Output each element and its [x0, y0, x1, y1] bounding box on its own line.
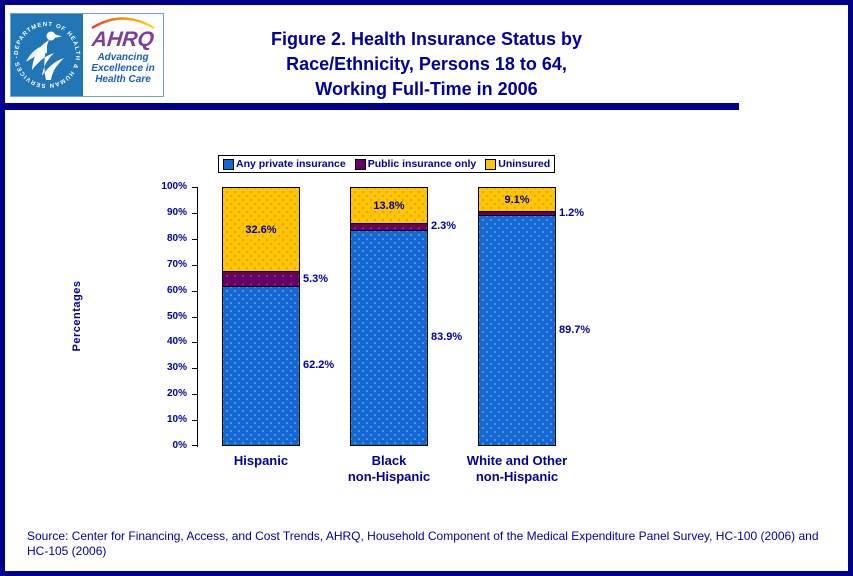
legend-item: Uninsured	[485, 158, 550, 170]
legend-swatch	[485, 158, 497, 170]
bar-segment	[351, 230, 427, 445]
data-label: 83.9%	[431, 331, 463, 344]
y-axis-tick-label: 100%	[161, 181, 187, 192]
bar-segment: 9.1%	[479, 188, 555, 212]
y-axis-tick-label: 90%	[166, 207, 187, 218]
stacked-bar: 32.6% 5.3% 62.2%	[222, 187, 334, 446]
source-note: Source: Center for Financing, Access, an…	[27, 529, 839, 559]
bar-segment	[223, 285, 299, 445]
y-axis-tick-label: 60%	[166, 285, 187, 296]
data-label: 5.3%	[303, 272, 329, 285]
y-axis-tick	[192, 342, 197, 343]
y-axis-tick	[192, 213, 197, 214]
y-axis-tick-label: 40%	[166, 336, 187, 347]
y-axis-tick-label: 0%	[172, 440, 187, 451]
ahrq-tagline: Advancing Excellence in Health Care	[91, 52, 154, 85]
legend-item: Public insurance only	[354, 158, 477, 170]
legend-label: Public insurance only	[367, 158, 477, 170]
hhs-logo: DEPARTMENT OF HEALTH & HUMAN SERVICES - …	[11, 14, 83, 96]
legend-swatch	[354, 158, 366, 170]
y-axis-tick	[192, 394, 197, 395]
data-label: 32.6%	[245, 223, 277, 236]
stacked-bar: 13.8% 2.3% 83.9%	[350, 187, 462, 446]
category-label: White and Other non-Hispanic	[466, 453, 568, 484]
bar-segment	[223, 271, 299, 286]
y-axis-title: Percentages	[71, 280, 83, 352]
data-label: 62.2%	[303, 359, 335, 372]
data-label: 2.3%	[431, 220, 457, 233]
data-label: 13.8%	[373, 199, 405, 212]
plot-area: 0% 10% 20% 30% 40% 50% 60% 70% 80% 90% 100% 32.6% 5.…	[161, 181, 617, 484]
y-axis-tick	[192, 445, 197, 446]
hhs-ahrq-logo: DEPARTMENT OF HEALTH & HUMAN SERVICES - …	[10, 13, 164, 97]
y-axis-tick	[192, 368, 197, 369]
data-label: 9.1%	[504, 193, 530, 206]
category-label: Hispanic	[233, 453, 289, 468]
data-label: 1.2%	[559, 206, 585, 219]
y-axis-tick-label: 80%	[166, 233, 187, 244]
bar-segment: 13.8%	[351, 188, 427, 224]
y-axis-tick	[192, 187, 197, 188]
tagline-line: Advancing	[97, 52, 149, 63]
legend-swatch	[223, 158, 234, 170]
legend-item: Any private insurance	[223, 158, 346, 170]
stacked-bar: 9.1% 1.2% 89.7%	[478, 187, 590, 446]
figure-title: Figure 2. Health Insurance Status by Rac…	[5, 27, 848, 102]
chart-legend: Any private insurance Public insurance on…	[218, 155, 556, 173]
tagline-line: Health Care	[95, 74, 151, 85]
y-axis-tick-label: 70%	[166, 259, 187, 270]
ahrq-rainbow-arc-icon	[91, 17, 155, 29]
tagline-line: Excellence in	[91, 63, 155, 74]
y-axis-tick-label: 50%	[166, 311, 187, 322]
y-axis-tick	[192, 317, 197, 318]
figure-title-line: Figure 2. Health Insurance Status by	[270, 29, 583, 49]
y-axis-tick	[192, 291, 197, 292]
y-axis-tick	[192, 265, 197, 266]
legend-label: Uninsured	[498, 158, 551, 170]
hhs-eagle-icon: DEPARTMENT OF HEALTH & HUMAN SERVICES - …	[11, 14, 79, 88]
category-label: Black non-Hispanic	[347, 453, 431, 484]
y-axis-tick-label: 20%	[166, 388, 187, 399]
header-divider	[5, 103, 739, 110]
y-axis-tick	[192, 420, 197, 421]
source-line: Source: Center for Financing, Access, an…	[27, 529, 819, 543]
bar-segment	[351, 223, 427, 231]
bar-segment	[479, 211, 555, 216]
y-axis-tick-label: 30%	[166, 362, 187, 373]
hhs-eagle-glyph	[26, 31, 64, 80]
source-line: HC-105 (2006)	[27, 544, 107, 558]
y-axis-tick-label: 10%	[166, 414, 187, 425]
legend-label: Any private insurance	[236, 158, 346, 170]
figure-title-line: Race/Ethnicity, Persons 18 to 64,	[286, 54, 567, 74]
figure-title-line: Working Full-Time in 2006	[315, 79, 538, 99]
bar-segment: 32.6%	[223, 188, 299, 272]
y-axis-tick	[192, 239, 197, 240]
data-label: 89.7%	[559, 323, 591, 336]
bar-segment	[479, 215, 555, 445]
ahrq-logo: AHRQ Advancing Excellence in Health Care	[83, 14, 163, 96]
y-axis-line	[197, 187, 198, 447]
